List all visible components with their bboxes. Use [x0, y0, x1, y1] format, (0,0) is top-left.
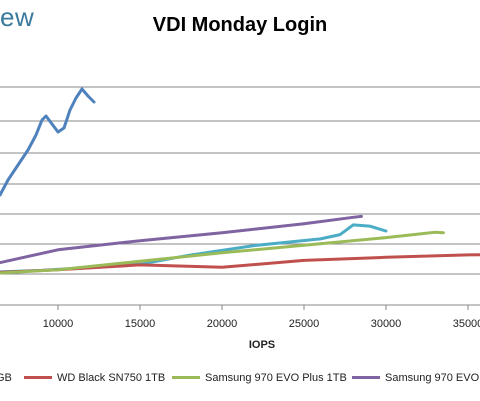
legend-swatch — [172, 375, 200, 379]
legend-label: Samsung 970 EVO 2 — [385, 372, 480, 384]
legend-item: GB — [0, 372, 12, 384]
series-line-samsung-970-evo-plus-1tb — [0, 230, 445, 275]
series-line-samsung-970-evo-2 — [0, 214, 363, 265]
x-tick-label: 15000 — [125, 318, 156, 330]
x-tick-label: 10000 — [43, 318, 74, 330]
x-tick-label: 30000 — [371, 318, 402, 330]
x-tick-label: 20000 — [207, 318, 238, 330]
x-tick-labels: 5000100001500020000250003000035000 — [43, 305, 480, 330]
legend-label: Samsung 970 EVO Plus 1TB — [205, 372, 347, 384]
series-lines — [0, 87, 480, 275]
legend-label: WD Black SN750 1TB — [57, 372, 166, 384]
series-line-wd-black-sn750-1tb — [0, 253, 480, 274]
legend-item: Samsung 970 EVO 2 — [352, 372, 480, 384]
brand-logo-text: ew — [0, 2, 35, 32]
legend-swatch — [24, 375, 52, 379]
legend-item: Samsung 970 EVO Plus 1TB — [172, 372, 347, 384]
x-axis-label: IOPS — [249, 339, 275, 351]
legend-label: GB — [0, 372, 12, 384]
x-tick-label: 25000 — [289, 318, 320, 330]
x-tick-label: 35000 — [453, 318, 480, 330]
gridlines — [0, 86, 480, 306]
legend-swatch — [352, 375, 380, 379]
series-line-unnamed-1 — [0, 87, 96, 197]
chart-title: VDI Monday Login — [152, 14, 328, 36]
legend: GB WD Black SN750 1TB Samsung 970 EVO Plus… — [0, 372, 480, 388]
legend-item: WD Black SN750 1TB — [24, 372, 165, 384]
